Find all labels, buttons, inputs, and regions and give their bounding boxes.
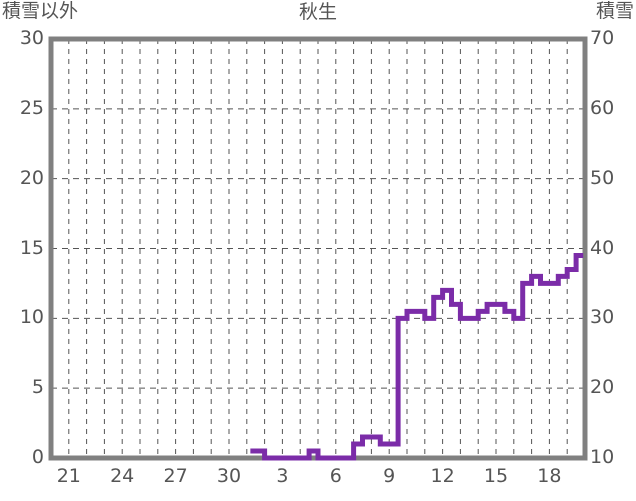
left-tick-25: 25 [19, 96, 44, 119]
right-axis-title: 積雪 [595, 0, 634, 22]
left-tick-0: 0 [31, 446, 44, 468]
x-tick-6: 9 [383, 465, 396, 487]
x-tick-7: 12 [430, 465, 455, 487]
left-tick-20: 20 [19, 166, 44, 189]
data-series-snow [250, 252, 584, 461]
left-tick-15: 15 [19, 236, 44, 259]
chart-title: 秋生 [298, 1, 337, 23]
x-tick-0: 21 [56, 465, 81, 487]
right-tick-10: 10 [590, 446, 615, 468]
left-tick-5: 5 [31, 376, 44, 399]
left-tick-30: 30 [19, 27, 44, 49]
x-tick-5: 6 [329, 465, 342, 487]
right-tick-50: 50 [590, 166, 615, 189]
right-tick-60: 60 [590, 96, 615, 119]
right-tick-20: 20 [590, 376, 615, 399]
right-tick-30: 30 [590, 306, 615, 329]
x-tick-3: 30 [216, 465, 242, 487]
x-tick-9: 18 [537, 465, 562, 487]
left-axis-title: 積雪以外 [2, 0, 79, 22]
x-tick-1: 24 [110, 465, 135, 487]
right-tick-40: 40 [590, 236, 615, 259]
x-tick-8: 15 [483, 465, 509, 487]
x-tick-4: 3 [276, 465, 289, 487]
right-tick-70: 70 [590, 27, 615, 49]
horizontal-gridlines [51, 108, 585, 389]
x-tick-2: 27 [163, 465, 188, 487]
left-tick-10: 10 [19, 306, 44, 329]
